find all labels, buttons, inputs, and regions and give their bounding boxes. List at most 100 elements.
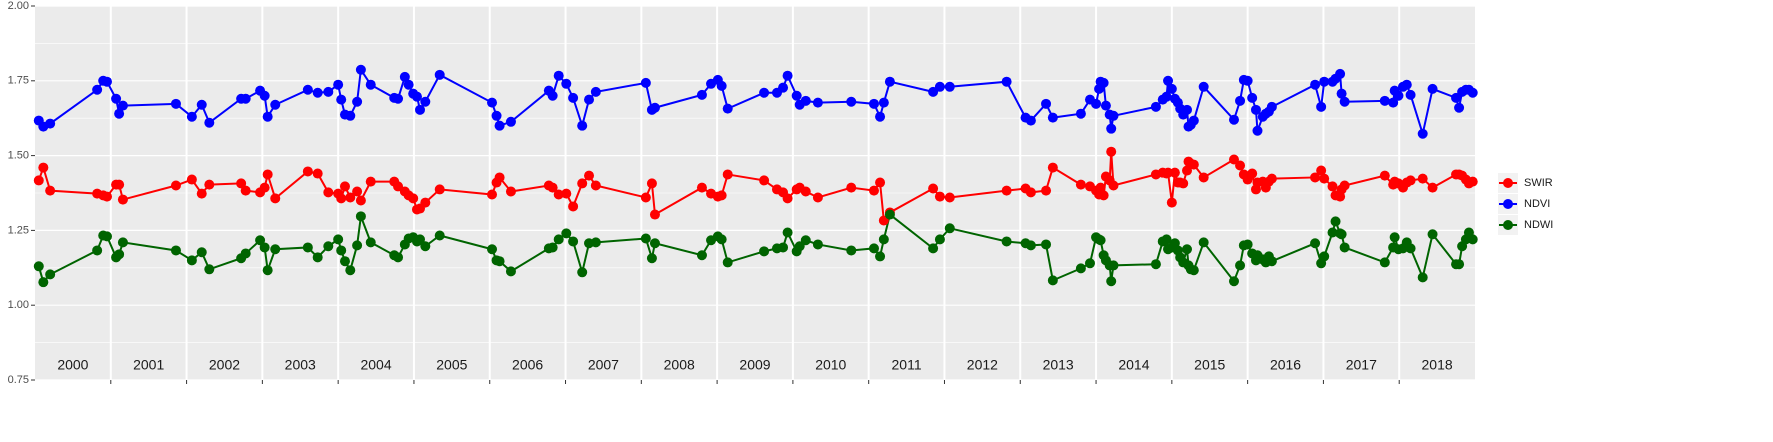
year-label: 2000 xyxy=(57,357,88,373)
point xyxy=(170,98,181,109)
point xyxy=(1339,96,1350,107)
point xyxy=(944,223,955,234)
point xyxy=(1188,265,1199,276)
point xyxy=(434,230,445,241)
point xyxy=(1106,276,1117,287)
point xyxy=(345,192,356,203)
point xyxy=(800,95,811,106)
point xyxy=(114,108,125,119)
point xyxy=(696,89,707,100)
point xyxy=(646,178,657,189)
point xyxy=(584,94,595,105)
point xyxy=(1001,76,1012,87)
year-label: 2001 xyxy=(133,357,164,373)
point xyxy=(92,245,103,256)
point xyxy=(646,253,657,264)
point xyxy=(262,265,273,276)
point xyxy=(846,245,857,256)
point xyxy=(1001,185,1012,196)
point xyxy=(494,172,505,183)
point xyxy=(1161,234,1172,245)
point xyxy=(420,197,431,208)
point xyxy=(336,245,347,256)
point xyxy=(1405,175,1416,186)
point xyxy=(393,252,404,263)
point xyxy=(1405,89,1416,100)
point xyxy=(38,162,49,173)
point xyxy=(577,120,588,131)
point xyxy=(302,166,313,177)
point xyxy=(875,111,886,122)
point xyxy=(884,76,895,87)
point xyxy=(345,265,356,276)
point xyxy=(561,228,572,239)
point xyxy=(778,82,789,93)
point xyxy=(1266,256,1277,267)
point xyxy=(339,256,350,267)
point xyxy=(1467,176,1478,187)
legend-marker xyxy=(1503,199,1513,209)
point xyxy=(1467,87,1478,98)
point xyxy=(1316,165,1327,176)
point xyxy=(1250,104,1261,115)
year-label: 2015 xyxy=(1194,357,1225,373)
point xyxy=(584,170,595,181)
point xyxy=(577,267,588,278)
point xyxy=(1379,170,1390,181)
point xyxy=(415,104,426,115)
year-label: 2014 xyxy=(1118,357,1149,373)
point xyxy=(1075,179,1086,190)
point xyxy=(1379,257,1390,268)
year-label: 2005 xyxy=(436,357,467,373)
point xyxy=(1235,95,1246,106)
year-label: 2006 xyxy=(512,357,543,373)
point xyxy=(800,235,811,246)
year-label: 2008 xyxy=(664,357,695,373)
point xyxy=(1327,181,1338,192)
point xyxy=(259,90,270,101)
point xyxy=(236,178,247,189)
point xyxy=(312,252,323,263)
point xyxy=(1310,238,1321,249)
point xyxy=(333,79,344,90)
point xyxy=(365,237,376,248)
point xyxy=(333,234,344,245)
point xyxy=(117,100,128,111)
point xyxy=(1178,178,1189,189)
point xyxy=(336,193,347,204)
point xyxy=(1228,276,1239,287)
point xyxy=(722,103,733,114)
point xyxy=(186,255,197,266)
y-tick-label: 1.75 xyxy=(8,75,29,87)
point xyxy=(102,191,112,202)
point xyxy=(365,176,376,187)
year-label: 2016 xyxy=(1270,357,1301,373)
point xyxy=(1405,243,1416,254)
point xyxy=(399,71,410,82)
point xyxy=(1188,115,1199,126)
point xyxy=(1389,232,1400,243)
point xyxy=(722,257,733,268)
point xyxy=(561,78,572,89)
point xyxy=(884,209,895,220)
point xyxy=(111,93,122,104)
point xyxy=(312,87,323,98)
point xyxy=(1095,182,1106,193)
point xyxy=(1228,114,1239,125)
point xyxy=(45,269,56,280)
point xyxy=(270,193,281,204)
point xyxy=(505,116,516,127)
point xyxy=(415,234,426,245)
year-label: 2013 xyxy=(1043,357,1074,373)
point xyxy=(1242,75,1253,86)
point xyxy=(411,91,422,102)
point xyxy=(1182,244,1192,255)
point xyxy=(553,234,564,245)
point xyxy=(352,186,363,197)
point xyxy=(568,201,579,212)
point xyxy=(487,244,498,255)
point xyxy=(812,97,823,108)
point xyxy=(270,244,281,255)
point xyxy=(240,248,251,259)
point xyxy=(944,81,955,92)
